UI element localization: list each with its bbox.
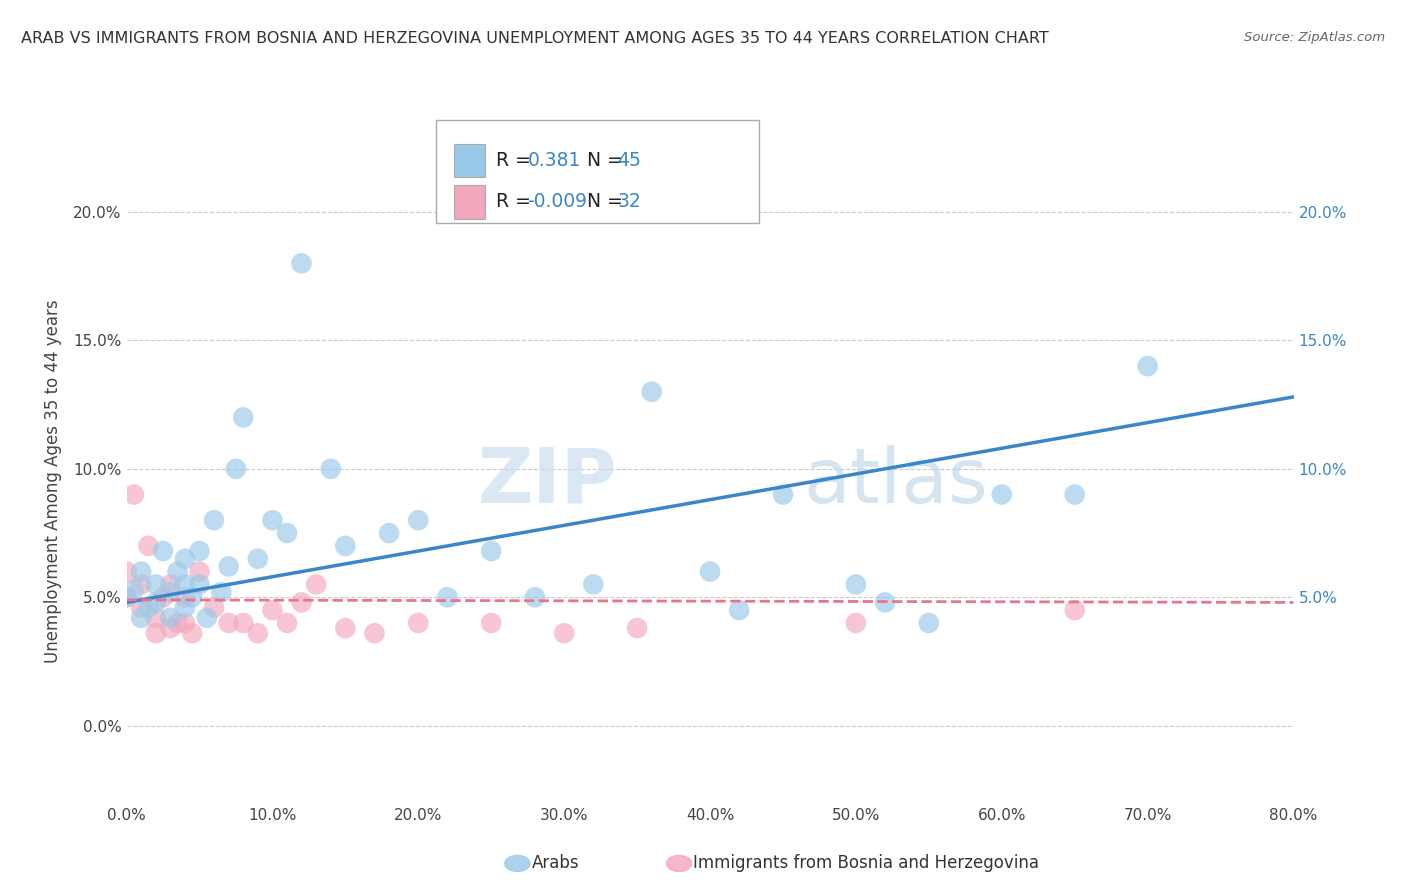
Point xyxy=(246,626,269,640)
Point xyxy=(188,565,211,579)
Point xyxy=(129,611,152,625)
Point xyxy=(626,621,648,635)
Text: N =: N = xyxy=(575,192,628,211)
Point xyxy=(202,600,225,615)
Point xyxy=(115,565,138,579)
Point xyxy=(174,591,197,605)
Text: Arabs: Arabs xyxy=(531,855,579,872)
Text: Immigrants from Bosnia and Herzegovina: Immigrants from Bosnia and Herzegovina xyxy=(693,855,1039,872)
Point xyxy=(115,591,138,605)
Point xyxy=(218,559,240,574)
Point xyxy=(436,591,458,605)
Point xyxy=(640,384,664,399)
Point xyxy=(335,539,357,553)
Point xyxy=(152,591,174,605)
Point xyxy=(772,487,794,501)
Point xyxy=(188,577,211,591)
Text: Source: ZipAtlas.com: Source: ZipAtlas.com xyxy=(1244,31,1385,45)
Point xyxy=(319,462,342,476)
Point xyxy=(202,513,225,527)
Point xyxy=(276,526,298,541)
Point xyxy=(845,615,868,630)
Point xyxy=(408,615,430,630)
Point xyxy=(479,544,502,558)
Point xyxy=(276,615,298,630)
Text: atlas: atlas xyxy=(803,445,988,518)
Point xyxy=(129,600,152,615)
Point xyxy=(174,615,197,630)
Point xyxy=(408,513,430,527)
Text: -0.009: -0.009 xyxy=(527,192,588,211)
Text: ZIP: ZIP xyxy=(477,445,617,518)
Point xyxy=(145,577,167,591)
Point xyxy=(181,591,204,605)
Point xyxy=(918,615,941,630)
Text: ARAB VS IMMIGRANTS FROM BOSNIA AND HERZEGOVINA UNEMPLOYMENT AMONG AGES 35 TO 44 : ARAB VS IMMIGRANTS FROM BOSNIA AND HERZE… xyxy=(21,31,1049,46)
Text: N =: N = xyxy=(575,151,628,170)
Point xyxy=(262,513,284,527)
Point xyxy=(553,626,575,640)
Y-axis label: Unemployment Among Ages 35 to 44 years: Unemployment Among Ages 35 to 44 years xyxy=(44,300,62,664)
Point xyxy=(166,565,188,579)
Point xyxy=(1063,603,1085,617)
Point xyxy=(145,595,167,609)
Point xyxy=(232,410,254,425)
Point xyxy=(145,626,167,640)
Point xyxy=(305,577,328,591)
Text: 32: 32 xyxy=(617,192,641,211)
Point xyxy=(122,582,145,597)
Point xyxy=(232,615,254,630)
Point xyxy=(246,551,269,566)
Point xyxy=(262,603,284,617)
Point xyxy=(1063,487,1085,501)
Point xyxy=(188,544,211,558)
Point xyxy=(115,591,138,605)
Point xyxy=(174,551,197,566)
Point xyxy=(378,526,401,541)
Point xyxy=(138,539,160,553)
Point xyxy=(129,565,152,579)
Point xyxy=(990,487,1012,501)
Point xyxy=(875,595,897,609)
Point xyxy=(145,611,167,625)
Point xyxy=(166,615,188,630)
Point xyxy=(1136,359,1159,373)
Point xyxy=(138,600,160,615)
Point xyxy=(159,611,181,625)
Point xyxy=(122,487,145,501)
Point xyxy=(699,565,721,579)
Point xyxy=(218,615,240,630)
Point xyxy=(181,626,204,640)
Point xyxy=(335,621,357,635)
Point xyxy=(174,600,197,615)
Point xyxy=(845,577,868,591)
Point xyxy=(225,462,247,476)
Text: 45: 45 xyxy=(617,151,641,170)
Point xyxy=(129,577,152,591)
Point xyxy=(582,577,605,591)
Point xyxy=(159,585,181,599)
Point xyxy=(363,626,385,640)
Point xyxy=(290,595,312,609)
Text: 0.381: 0.381 xyxy=(527,151,581,170)
Text: R =: R = xyxy=(496,192,537,211)
Point xyxy=(174,577,197,591)
Point xyxy=(524,591,547,605)
Text: R =: R = xyxy=(496,151,543,170)
Point xyxy=(195,611,218,625)
Point xyxy=(152,544,174,558)
Point xyxy=(728,603,751,617)
Point xyxy=(159,577,181,591)
Point xyxy=(290,256,312,270)
Point xyxy=(209,585,232,599)
Point xyxy=(159,621,181,635)
Point xyxy=(479,615,502,630)
